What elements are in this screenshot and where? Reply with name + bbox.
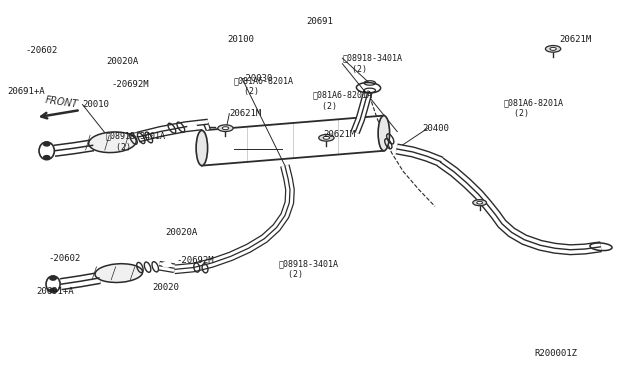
Text: 20621M: 20621M (559, 35, 592, 44)
Text: -20692M: -20692M (111, 80, 148, 89)
Ellipse shape (378, 116, 390, 151)
Ellipse shape (218, 125, 233, 132)
Text: 20691+A: 20691+A (36, 287, 74, 296)
Text: -20602: -20602 (49, 254, 81, 263)
Ellipse shape (550, 47, 556, 50)
Circle shape (44, 142, 50, 146)
Circle shape (163, 262, 172, 267)
Ellipse shape (545, 45, 561, 52)
Text: FRONT: FRONT (44, 95, 79, 110)
Text: -20030: -20030 (240, 74, 273, 83)
Text: 20100: 20100 (227, 35, 254, 44)
Text: 20020A: 20020A (106, 57, 138, 66)
Text: 20691+A: 20691+A (7, 87, 45, 96)
Text: 20691: 20691 (306, 17, 333, 26)
Text: Ⓑ081A6-8201A
  (2): Ⓑ081A6-8201A (2) (234, 76, 294, 96)
Ellipse shape (95, 264, 143, 282)
Text: -20692M: -20692M (176, 256, 214, 264)
Ellipse shape (473, 200, 486, 206)
Text: -20602: -20602 (25, 46, 57, 55)
Ellipse shape (477, 201, 483, 204)
Text: 20020: 20020 (153, 283, 180, 292)
Text: ⓝ08918-3401A
  (2): ⓝ08918-3401A (2) (278, 259, 339, 279)
Circle shape (44, 155, 50, 159)
Circle shape (50, 288, 56, 292)
Circle shape (50, 276, 56, 280)
Ellipse shape (89, 132, 136, 153)
Ellipse shape (222, 127, 228, 130)
Text: 20621M: 20621M (323, 129, 355, 139)
Text: 20010: 20010 (83, 100, 109, 109)
Ellipse shape (323, 137, 330, 139)
Text: R200001Z: R200001Z (534, 349, 577, 358)
Circle shape (396, 132, 404, 137)
Ellipse shape (319, 135, 334, 141)
Text: Ⓑ081A6-8201A
  (2): Ⓑ081A6-8201A (2) (504, 98, 564, 118)
Text: 20400: 20400 (422, 124, 449, 133)
Text: ⓝ08918-3401A
  (2): ⓝ08918-3401A (2) (342, 54, 403, 74)
Text: Ⓑ081A6-8201A
  (2): Ⓑ081A6-8201A (2) (312, 91, 372, 111)
Ellipse shape (196, 131, 207, 166)
Text: 20020A: 20020A (166, 228, 198, 237)
Text: ⓝ08918-3401A
  (2): ⓝ08918-3401A (2) (106, 131, 166, 151)
Circle shape (188, 124, 196, 129)
Text: 20621M: 20621M (229, 109, 262, 118)
